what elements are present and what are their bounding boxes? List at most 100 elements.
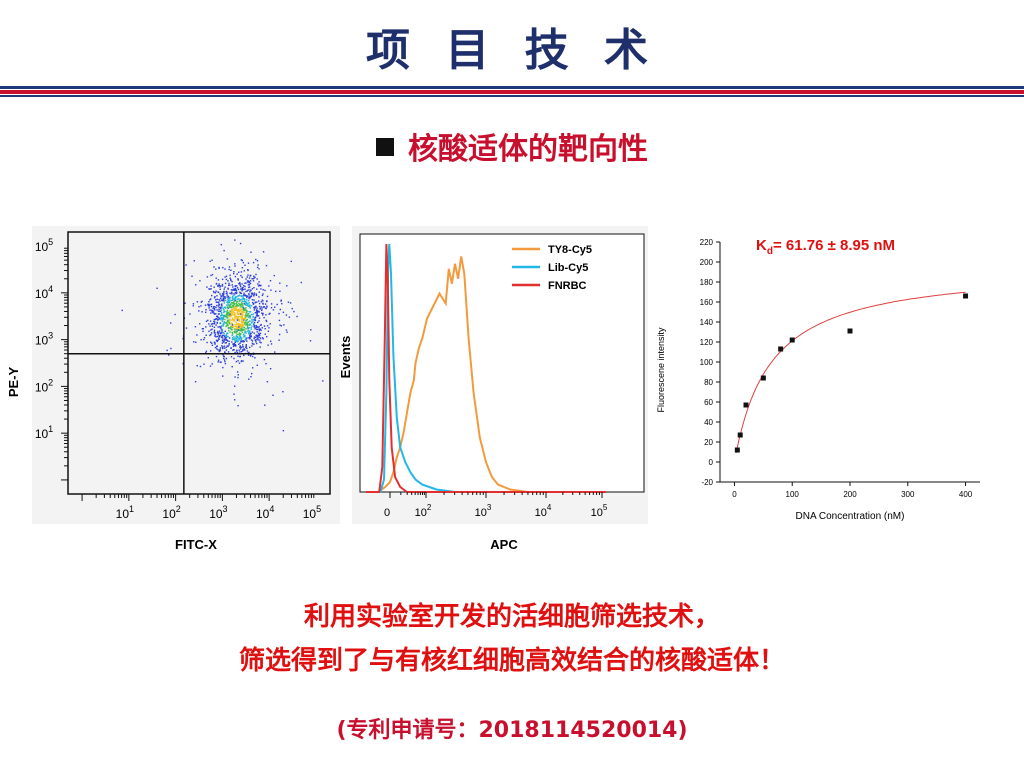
event-dot bbox=[217, 333, 219, 335]
event-dot bbox=[242, 288, 245, 291]
event-dot bbox=[235, 331, 237, 334]
event-dot bbox=[249, 346, 251, 349]
event-dot bbox=[251, 292, 253, 294]
event-dot bbox=[247, 269, 249, 272]
event-dot bbox=[246, 276, 248, 278]
event-dot bbox=[252, 293, 254, 295]
event-dot bbox=[231, 291, 233, 293]
event-dot bbox=[256, 307, 258, 309]
event-dot bbox=[237, 376, 239, 379]
event-dot bbox=[241, 321, 243, 324]
event-dot bbox=[206, 276, 209, 278]
event-dot bbox=[262, 300, 264, 302]
event-dot bbox=[226, 311, 228, 313]
event-dot bbox=[234, 325, 237, 328]
event-dot bbox=[221, 337, 224, 339]
event-dot bbox=[212, 311, 215, 313]
event-dot bbox=[260, 329, 262, 331]
event-dot bbox=[234, 265, 236, 267]
event-dot bbox=[262, 251, 265, 253]
event-dot bbox=[236, 312, 239, 315]
event-dot bbox=[239, 336, 241, 338]
event-dot bbox=[244, 309, 247, 311]
event-dot bbox=[224, 336, 226, 338]
event-dot bbox=[270, 289, 272, 291]
event-dot bbox=[213, 332, 216, 334]
event-dot bbox=[221, 345, 223, 347]
event-dot bbox=[239, 307, 242, 309]
event-dot bbox=[227, 324, 229, 326]
event-dot bbox=[255, 258, 257, 261]
event-dot bbox=[240, 336, 242, 338]
y-tick-label: 101 bbox=[35, 424, 53, 441]
event-dot bbox=[191, 275, 193, 277]
event-dot bbox=[255, 273, 257, 276]
event-dot bbox=[215, 290, 217, 292]
event-dot bbox=[228, 304, 230, 306]
event-dot bbox=[258, 305, 261, 308]
event-dot bbox=[230, 328, 232, 331]
event-dot bbox=[248, 351, 250, 354]
event-dot bbox=[232, 298, 234, 300]
event-dot bbox=[233, 393, 235, 395]
event-dot bbox=[218, 308, 220, 310]
event-dot bbox=[233, 357, 235, 360]
event-dot bbox=[242, 340, 244, 342]
event-dot bbox=[232, 326, 234, 328]
event-dot bbox=[207, 319, 209, 322]
data-point bbox=[778, 346, 784, 352]
event-dot bbox=[256, 311, 258, 313]
event-dot bbox=[249, 307, 251, 309]
event-dot bbox=[241, 329, 244, 331]
event-dot bbox=[211, 259, 213, 261]
event-dot bbox=[234, 344, 237, 346]
event-dot bbox=[210, 341, 212, 343]
event-dot bbox=[215, 268, 217, 270]
event-dot bbox=[224, 306, 226, 308]
event-dot bbox=[222, 323, 224, 325]
event-dot bbox=[225, 278, 228, 281]
event-dot bbox=[236, 301, 238, 303]
event-dot bbox=[252, 278, 254, 280]
caption-line-1: 利用实验室开发的活细胞筛选技术， bbox=[303, 602, 720, 632]
event-dot bbox=[228, 312, 231, 314]
tick-base: 10 bbox=[35, 334, 49, 348]
kd-annotation-value: = 61.76 ± 8.95 nM bbox=[773, 237, 895, 254]
event-dot bbox=[220, 285, 222, 287]
event-dot bbox=[212, 290, 215, 293]
event-dot bbox=[241, 316, 243, 318]
event-dot bbox=[274, 306, 276, 308]
event-dot bbox=[234, 341, 236, 343]
event-dot bbox=[192, 303, 195, 305]
event-dot bbox=[258, 296, 260, 298]
event-dot bbox=[216, 301, 218, 303]
event-dot bbox=[238, 283, 240, 285]
event-dot bbox=[233, 330, 235, 333]
y-tick-label: 100 bbox=[700, 358, 714, 367]
tick-exponent: 3 bbox=[223, 504, 228, 514]
event-dot bbox=[223, 338, 225, 340]
event-dot bbox=[225, 339, 227, 341]
event-dot bbox=[263, 306, 266, 308]
event-dot bbox=[216, 298, 218, 300]
histogram-curves bbox=[366, 243, 606, 493]
event-dot bbox=[249, 296, 251, 298]
event-dot bbox=[240, 306, 242, 308]
event-dot bbox=[231, 334, 233, 337]
tick-base: 10 bbox=[303, 507, 317, 521]
event-dot bbox=[236, 317, 238, 320]
event-dot bbox=[209, 260, 211, 262]
event-dot bbox=[285, 329, 288, 331]
event-dot bbox=[219, 327, 222, 329]
event-dot bbox=[243, 318, 246, 320]
event-dot bbox=[223, 302, 225, 304]
x-tick-label: 105 bbox=[591, 503, 608, 519]
event-dot bbox=[243, 303, 245, 305]
event-dot bbox=[230, 326, 232, 328]
event-dot bbox=[222, 314, 225, 317]
event-dot bbox=[214, 292, 217, 294]
event-dot bbox=[245, 309, 248, 312]
title-divider-bottom bbox=[0, 95, 1024, 97]
event-dot bbox=[251, 299, 254, 301]
event-dot bbox=[196, 334, 198, 336]
